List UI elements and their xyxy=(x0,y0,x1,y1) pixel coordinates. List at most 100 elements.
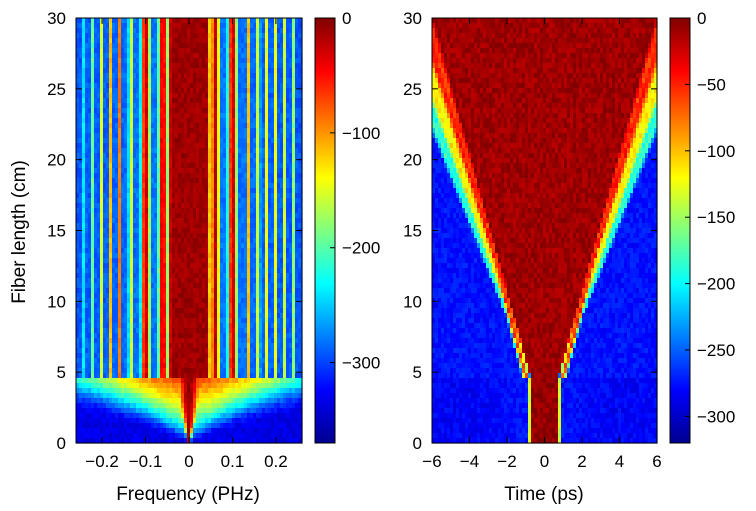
heatmap-cell xyxy=(232,188,236,194)
heatmap-cell xyxy=(229,143,233,149)
heatmap-cell xyxy=(139,263,143,269)
heatmap-cell xyxy=(178,88,182,94)
heatmap-cell xyxy=(178,323,182,329)
heatmap-cell xyxy=(289,118,293,124)
heatmap-cell xyxy=(238,178,242,184)
heatmap-cell xyxy=(184,208,188,214)
heatmap-cell xyxy=(193,203,197,209)
heatmap-cell xyxy=(205,273,209,279)
heatmap-cell xyxy=(109,143,113,149)
heatmap-cell xyxy=(238,273,242,279)
heatmap-cell xyxy=(211,133,215,139)
heatmap-cell xyxy=(238,303,242,309)
heatmap-cell xyxy=(241,228,245,234)
heatmap-cell xyxy=(142,138,146,144)
heatmap-cell xyxy=(289,323,293,329)
heatmap-cell xyxy=(94,103,98,109)
heatmap-cell xyxy=(220,103,224,109)
heatmap-cell xyxy=(199,153,203,159)
heatmap-cell xyxy=(100,58,104,64)
heatmap-cell xyxy=(208,343,212,349)
heatmap-cell xyxy=(127,208,131,214)
heatmap-cell xyxy=(271,223,275,229)
heatmap-cell xyxy=(244,18,248,24)
heatmap-cell xyxy=(220,78,224,84)
heatmap-cell xyxy=(82,253,86,259)
heatmap-cell xyxy=(271,88,275,94)
heatmap-cell xyxy=(247,183,251,189)
heatmap-cell xyxy=(103,183,107,189)
heatmap-cell xyxy=(211,343,215,349)
heatmap-cell xyxy=(202,188,206,194)
heatmap-cell xyxy=(223,103,227,109)
heatmap-cell xyxy=(172,203,176,209)
heatmap-cell xyxy=(151,328,155,334)
heatmap-cell xyxy=(79,133,83,139)
heatmap-cell xyxy=(262,213,266,219)
heatmap-cell xyxy=(244,53,248,59)
heatmap-cell xyxy=(253,268,257,274)
heatmap-cell xyxy=(160,223,164,229)
heatmap-cell xyxy=(103,48,107,54)
heatmap-cell xyxy=(253,318,257,324)
heatmap-cell xyxy=(280,58,284,64)
heatmap-cell xyxy=(268,243,272,249)
heatmap-cell xyxy=(76,38,80,44)
heatmap-cell xyxy=(148,308,152,314)
heatmap-cell xyxy=(190,328,194,334)
heatmap-cell xyxy=(115,198,119,204)
heatmap-cell xyxy=(133,38,137,44)
heatmap-cell xyxy=(142,278,146,284)
heatmap-cell xyxy=(211,173,215,179)
heatmap-cell xyxy=(115,258,119,264)
heatmap-cell xyxy=(130,318,134,324)
heatmap-cell xyxy=(121,268,125,274)
heatmap-cell xyxy=(250,63,254,69)
heatmap-cell xyxy=(184,338,188,344)
heatmap-cell xyxy=(214,253,218,259)
heatmap-cell xyxy=(91,73,95,79)
heatmap-cell xyxy=(106,53,110,59)
heatmap-cell xyxy=(145,218,149,224)
heatmap-cell xyxy=(214,188,218,194)
heatmap-cell xyxy=(82,143,86,149)
heatmap-cell xyxy=(247,328,251,334)
heatmap-cell xyxy=(292,113,296,119)
heatmap-cell xyxy=(229,278,233,284)
heatmap-cell xyxy=(91,113,95,119)
heatmap-cell xyxy=(109,138,113,144)
heatmap-cell xyxy=(124,213,128,219)
heatmap-cell xyxy=(169,328,173,334)
heatmap-cell xyxy=(85,258,89,264)
heatmap-cell xyxy=(286,23,290,29)
heatmap-cell xyxy=(79,93,83,99)
heatmap-cell xyxy=(169,248,173,254)
heatmap-cell xyxy=(127,33,131,39)
heatmap-cell xyxy=(256,163,260,169)
heatmap-cell xyxy=(109,83,113,89)
heatmap-cell xyxy=(160,323,164,329)
heatmap-cell xyxy=(247,83,251,89)
heatmap-cell xyxy=(160,258,164,264)
heatmap-cell xyxy=(172,63,176,69)
heatmap-cell xyxy=(100,28,104,34)
heatmap-cell xyxy=(76,233,80,239)
heatmap-cell xyxy=(106,198,110,204)
heatmap-cell xyxy=(232,63,236,69)
heatmap-cell xyxy=(295,268,299,274)
heatmap-cell xyxy=(169,203,173,209)
heatmap-cell xyxy=(271,278,275,284)
heatmap-cell xyxy=(199,63,203,69)
heatmap-cell xyxy=(217,108,221,114)
heatmap-cell xyxy=(205,233,209,239)
heatmap-cell xyxy=(232,133,236,139)
heatmap-cell xyxy=(79,253,83,259)
heatmap-cell xyxy=(127,38,131,44)
heatmap-cell xyxy=(259,43,263,49)
heatmap-cell xyxy=(268,183,272,189)
heatmap-cell xyxy=(232,23,236,29)
heatmap-cell xyxy=(250,18,254,24)
heatmap-cell xyxy=(244,168,248,174)
heatmap-cell xyxy=(232,168,236,174)
heatmap-cell xyxy=(109,343,113,349)
